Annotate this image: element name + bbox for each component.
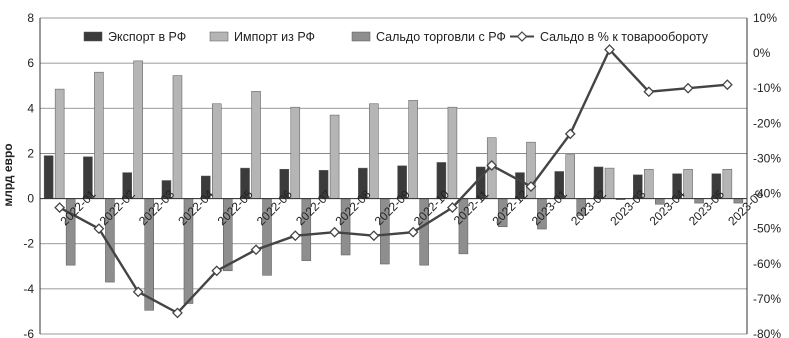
percent-point-2022-12: [486, 160, 498, 171]
bar-импорт-из-рф-2022-01: [54, 88, 65, 199]
bar-импорт-из-рф-2023-04: [644, 168, 654, 199]
y2-tick-label: -30%: [753, 151, 781, 165]
percent-point-2022-05: [211, 265, 223, 277]
y2-tick-label: 0%: [753, 46, 771, 60]
legend-swatch: [83, 31, 103, 42]
legend: Экспорт в РФ Импорт из РФ Сальдо торговли …: [83, 30, 709, 44]
percent-point-2022-04: [172, 307, 183, 319]
percent-point-2022-09: [368, 230, 380, 242]
percent-point-2023-01: [525, 181, 537, 192]
bar-импорт-из-рф-2022-07: [290, 106, 301, 199]
bar-импорт-из-рф-2023-05: [683, 168, 693, 199]
bar-импорт-из-рф-2023-03: [604, 167, 615, 199]
y-tick-label: 6: [27, 56, 34, 70]
bar-импорт-из-рф-2022-02: [94, 71, 104, 199]
percent-point-2023-06: [721, 79, 733, 91]
y-axis-title: млрд евро: [1, 143, 15, 206]
bar-импорт-из-рф-2022-05: [212, 103, 222, 199]
y2-tick-label: -20%: [753, 116, 781, 130]
percent-point-2022-06: [250, 244, 262, 256]
bar-импорт-из-рф-2023-02: [565, 154, 575, 199]
percent-point-2023-03: [604, 44, 615, 56]
legend-label: Экспорт в РФ: [108, 30, 186, 44]
y2-tick-label: -60%: [753, 257, 781, 271]
y2-tick-label: -50%: [753, 222, 781, 236]
y-tick-label: -4: [23, 282, 34, 296]
bar-импорт-из-рф-2022-04: [172, 75, 183, 199]
y-tick-label: 0: [27, 192, 34, 206]
y2-tick-label: -70%: [753, 292, 781, 306]
bar-импорт-из-рф-2022-11: [447, 106, 458, 199]
bar-импорт-из-рф-2022-08: [329, 114, 340, 199]
y-tick-label: -2: [23, 237, 34, 251]
legend-label: Импорт из РФ: [234, 30, 315, 44]
y2-tick-label: -40%: [753, 187, 781, 201]
y2-tick-label: -80%: [753, 327, 781, 338]
legend-marker: [516, 31, 528, 42]
y-tick-label: 2: [27, 146, 34, 160]
legend-label: Сальдо торговли с РФ: [376, 30, 506, 44]
y-tick-label: -6: [23, 327, 34, 338]
percent-point-2023-05: [682, 82, 694, 94]
y-tick-label: 4: [27, 101, 34, 115]
bar-импорт-из-рф-2023-06: [722, 168, 733, 199]
percent-point-2022-07: [289, 230, 301, 242]
y2-tick-label: 10%: [753, 11, 777, 25]
bars: [43, 60, 744, 311]
bar-экспорт-в-рф-2022-01: [43, 155, 54, 199]
percent-point-2022-10: [407, 226, 419, 238]
bar-импорт-из-рф-2022-10: [408, 100, 418, 199]
percent-line: [54, 44, 733, 319]
legend-swatch: [351, 31, 371, 42]
y2-tick-label: -10%: [753, 81, 781, 95]
legend-swatch: [209, 31, 229, 42]
bar-импорт-из-рф-2022-06: [251, 91, 261, 199]
percent-point-2023-04: [643, 86, 655, 98]
percent-point-2022-08: [329, 226, 341, 238]
bar-импорт-из-рф-2022-09: [369, 103, 379, 199]
legend-label: Сальдо в % к товарообороту: [540, 30, 709, 44]
bar-импорт-из-рф-2022-03: [133, 60, 143, 199]
axes: [39, 18, 748, 334]
percent-line-path: [59, 47, 728, 315]
percent-point-2023-02: [564, 128, 576, 140]
percent-point-2022-03: [132, 286, 144, 298]
y-tick-label: 8: [27, 11, 34, 25]
percent-point-2022-01: [54, 202, 66, 214]
percent-point-2022-02: [93, 223, 105, 235]
percent-point-2022-11: [446, 202, 458, 214]
